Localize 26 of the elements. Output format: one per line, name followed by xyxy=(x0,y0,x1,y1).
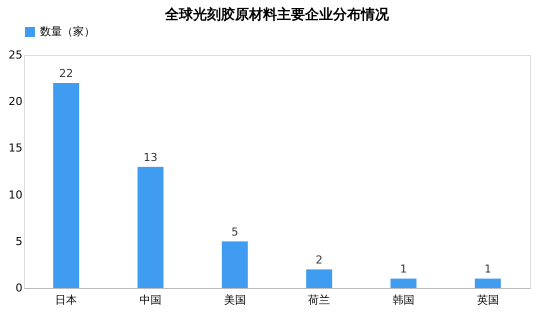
bar xyxy=(138,166,164,288)
y-tick-label: 0 xyxy=(16,282,22,294)
data-label: 22 xyxy=(59,66,74,80)
data-label: 1 xyxy=(400,262,407,276)
x-tick-label: 荷兰 xyxy=(308,294,330,306)
y-tick-label: 25 xyxy=(8,48,22,62)
x-tick-label: 美国 xyxy=(224,294,246,306)
bar xyxy=(306,269,332,288)
y-tick-label: 20 xyxy=(8,95,22,108)
data-label: 1 xyxy=(484,262,492,276)
data-label: 5 xyxy=(231,225,238,238)
x-tick-label: 英国 xyxy=(476,294,499,306)
bar xyxy=(53,82,80,288)
y-tick-label: 5 xyxy=(16,234,22,248)
bar xyxy=(474,278,501,288)
y-tick-label: 15 xyxy=(8,142,22,155)
bar xyxy=(390,278,416,288)
chart-title: 全球光刻胶原材料主要企业分布情况 xyxy=(164,6,390,23)
bar xyxy=(222,241,248,288)
legend-label: 数量（家） xyxy=(40,25,95,38)
data-label: 13 xyxy=(144,150,158,164)
x-tick-label: 日本 xyxy=(55,294,78,306)
x-tick-label: 韩国 xyxy=(392,294,414,306)
y-tick-label: 10 xyxy=(8,188,22,202)
data-label: 2 xyxy=(316,253,323,266)
x-tick-label: 中国 xyxy=(140,294,162,306)
